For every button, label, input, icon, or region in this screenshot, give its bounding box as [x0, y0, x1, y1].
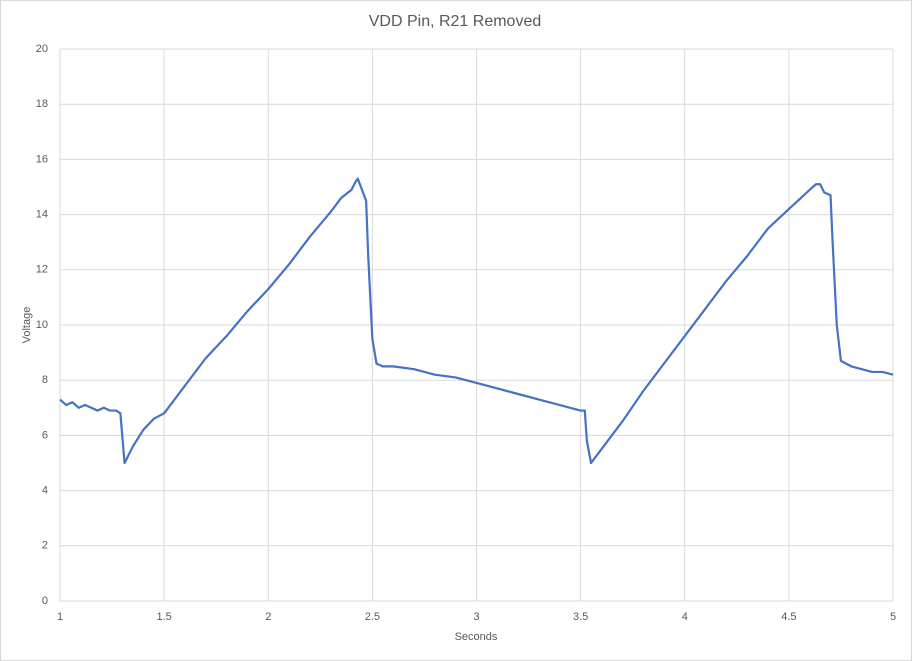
y-tick-label: 2	[42, 540, 48, 552]
x-tick-label: 4	[682, 611, 688, 623]
data-line	[59, 177, 894, 465]
y-tick-label: 4	[42, 485, 48, 497]
x-tick-label: 1	[57, 611, 63, 623]
y-tick-label: 8	[42, 374, 48, 386]
y-tick-label: 14	[36, 209, 48, 221]
y-tick-label: 0	[42, 595, 48, 607]
x-tick-label: 2	[265, 611, 271, 623]
y-tick-label: 20	[36, 43, 48, 55]
y-axis-title: Voltage	[21, 307, 33, 344]
y-tick-label: 12	[36, 264, 48, 276]
y-tick-label: 18	[36, 98, 48, 110]
x-tick-label: 1.5	[156, 611, 171, 623]
y-tick-label: 6	[42, 429, 48, 441]
x-tick-label: 5	[890, 611, 896, 623]
y-tick-label: 16	[36, 153, 48, 165]
x-tick-label: 3	[473, 611, 479, 623]
x-tick-label: 2.5	[365, 611, 380, 623]
x-tick-label: 3.5	[573, 611, 588, 623]
x-tick-label: 4.5	[781, 611, 796, 623]
chart-title: VDD Pin, R21 Removed	[369, 13, 542, 30]
y-tick-label: 10	[36, 319, 48, 331]
x-axis-title: Seconds	[455, 631, 498, 643]
